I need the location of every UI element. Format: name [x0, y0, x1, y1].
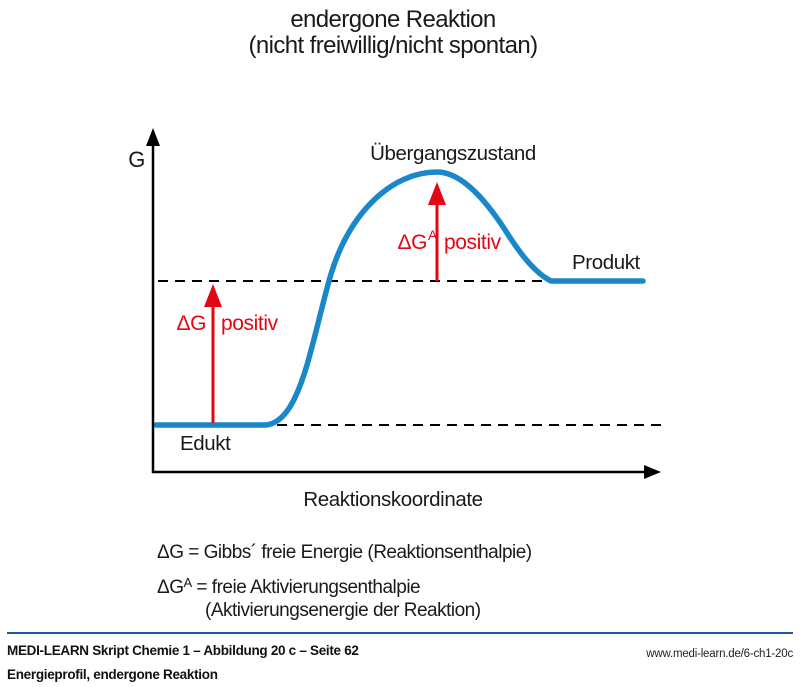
y-axis-label: G	[128, 147, 145, 172]
x-axis-label: Reaktionskoordinate	[303, 488, 482, 511]
x-axis-arrowhead-icon	[644, 465, 661, 479]
dg-annotation-symbol: ΔG	[176, 312, 206, 335]
reactant-label: Edukt	[180, 432, 231, 455]
footer-url: www.medi-learn.de/6-ch1-20c	[646, 648, 793, 660]
legend-line-activation: (Aktivierungsenergie der Reaktion)	[205, 600, 481, 621]
legend-dga-symbol: ΔG	[157, 577, 184, 598]
y-axis-arrowhead-icon	[146, 128, 160, 146]
energy-curve	[153, 169, 646, 428]
dg-arrow-head-icon	[204, 284, 222, 307]
transition-state-label: Übergangszustand	[370, 142, 536, 165]
dga-annotation-superscript: A	[428, 227, 438, 243]
legend-line-dg: ΔG = Gibbs´ freie Energie (Reaktionsenth…	[157, 542, 532, 563]
legend: ΔG = Gibbs´ freie Energie (Reaktionsenth…	[157, 541, 532, 622]
figure-title-line1: endergone Reaktion	[290, 6, 496, 33]
dga-annotation-word: positiv	[444, 231, 502, 254]
footer-source-text: MEDI-LEARN Skript Chemie 1 – Abbildung 2…	[7, 643, 359, 658]
footer-caption: Energieprofil, endergone Reaktion	[7, 667, 218, 682]
product-label: Produkt	[572, 251, 641, 274]
footer-divider	[7, 632, 793, 634]
dga-annotation-symbol: ΔG	[397, 231, 427, 254]
legend-line-dga: ΔGA = freie Aktivierungsenthalpie	[157, 571, 532, 599]
dga-arrow-head-icon	[428, 182, 446, 205]
figure-title: endergone Reaktion (nicht freiwillig/nic…	[0, 7, 786, 59]
figure-title-line2: (nicht freiwillig/nicht spontan)	[248, 32, 539, 59]
legend-dga-superscript: A	[183, 575, 192, 590]
legend-dga-text: = freie Aktivierungsenthalpie	[191, 577, 421, 598]
dg-annotation-word: positiv	[221, 312, 279, 335]
